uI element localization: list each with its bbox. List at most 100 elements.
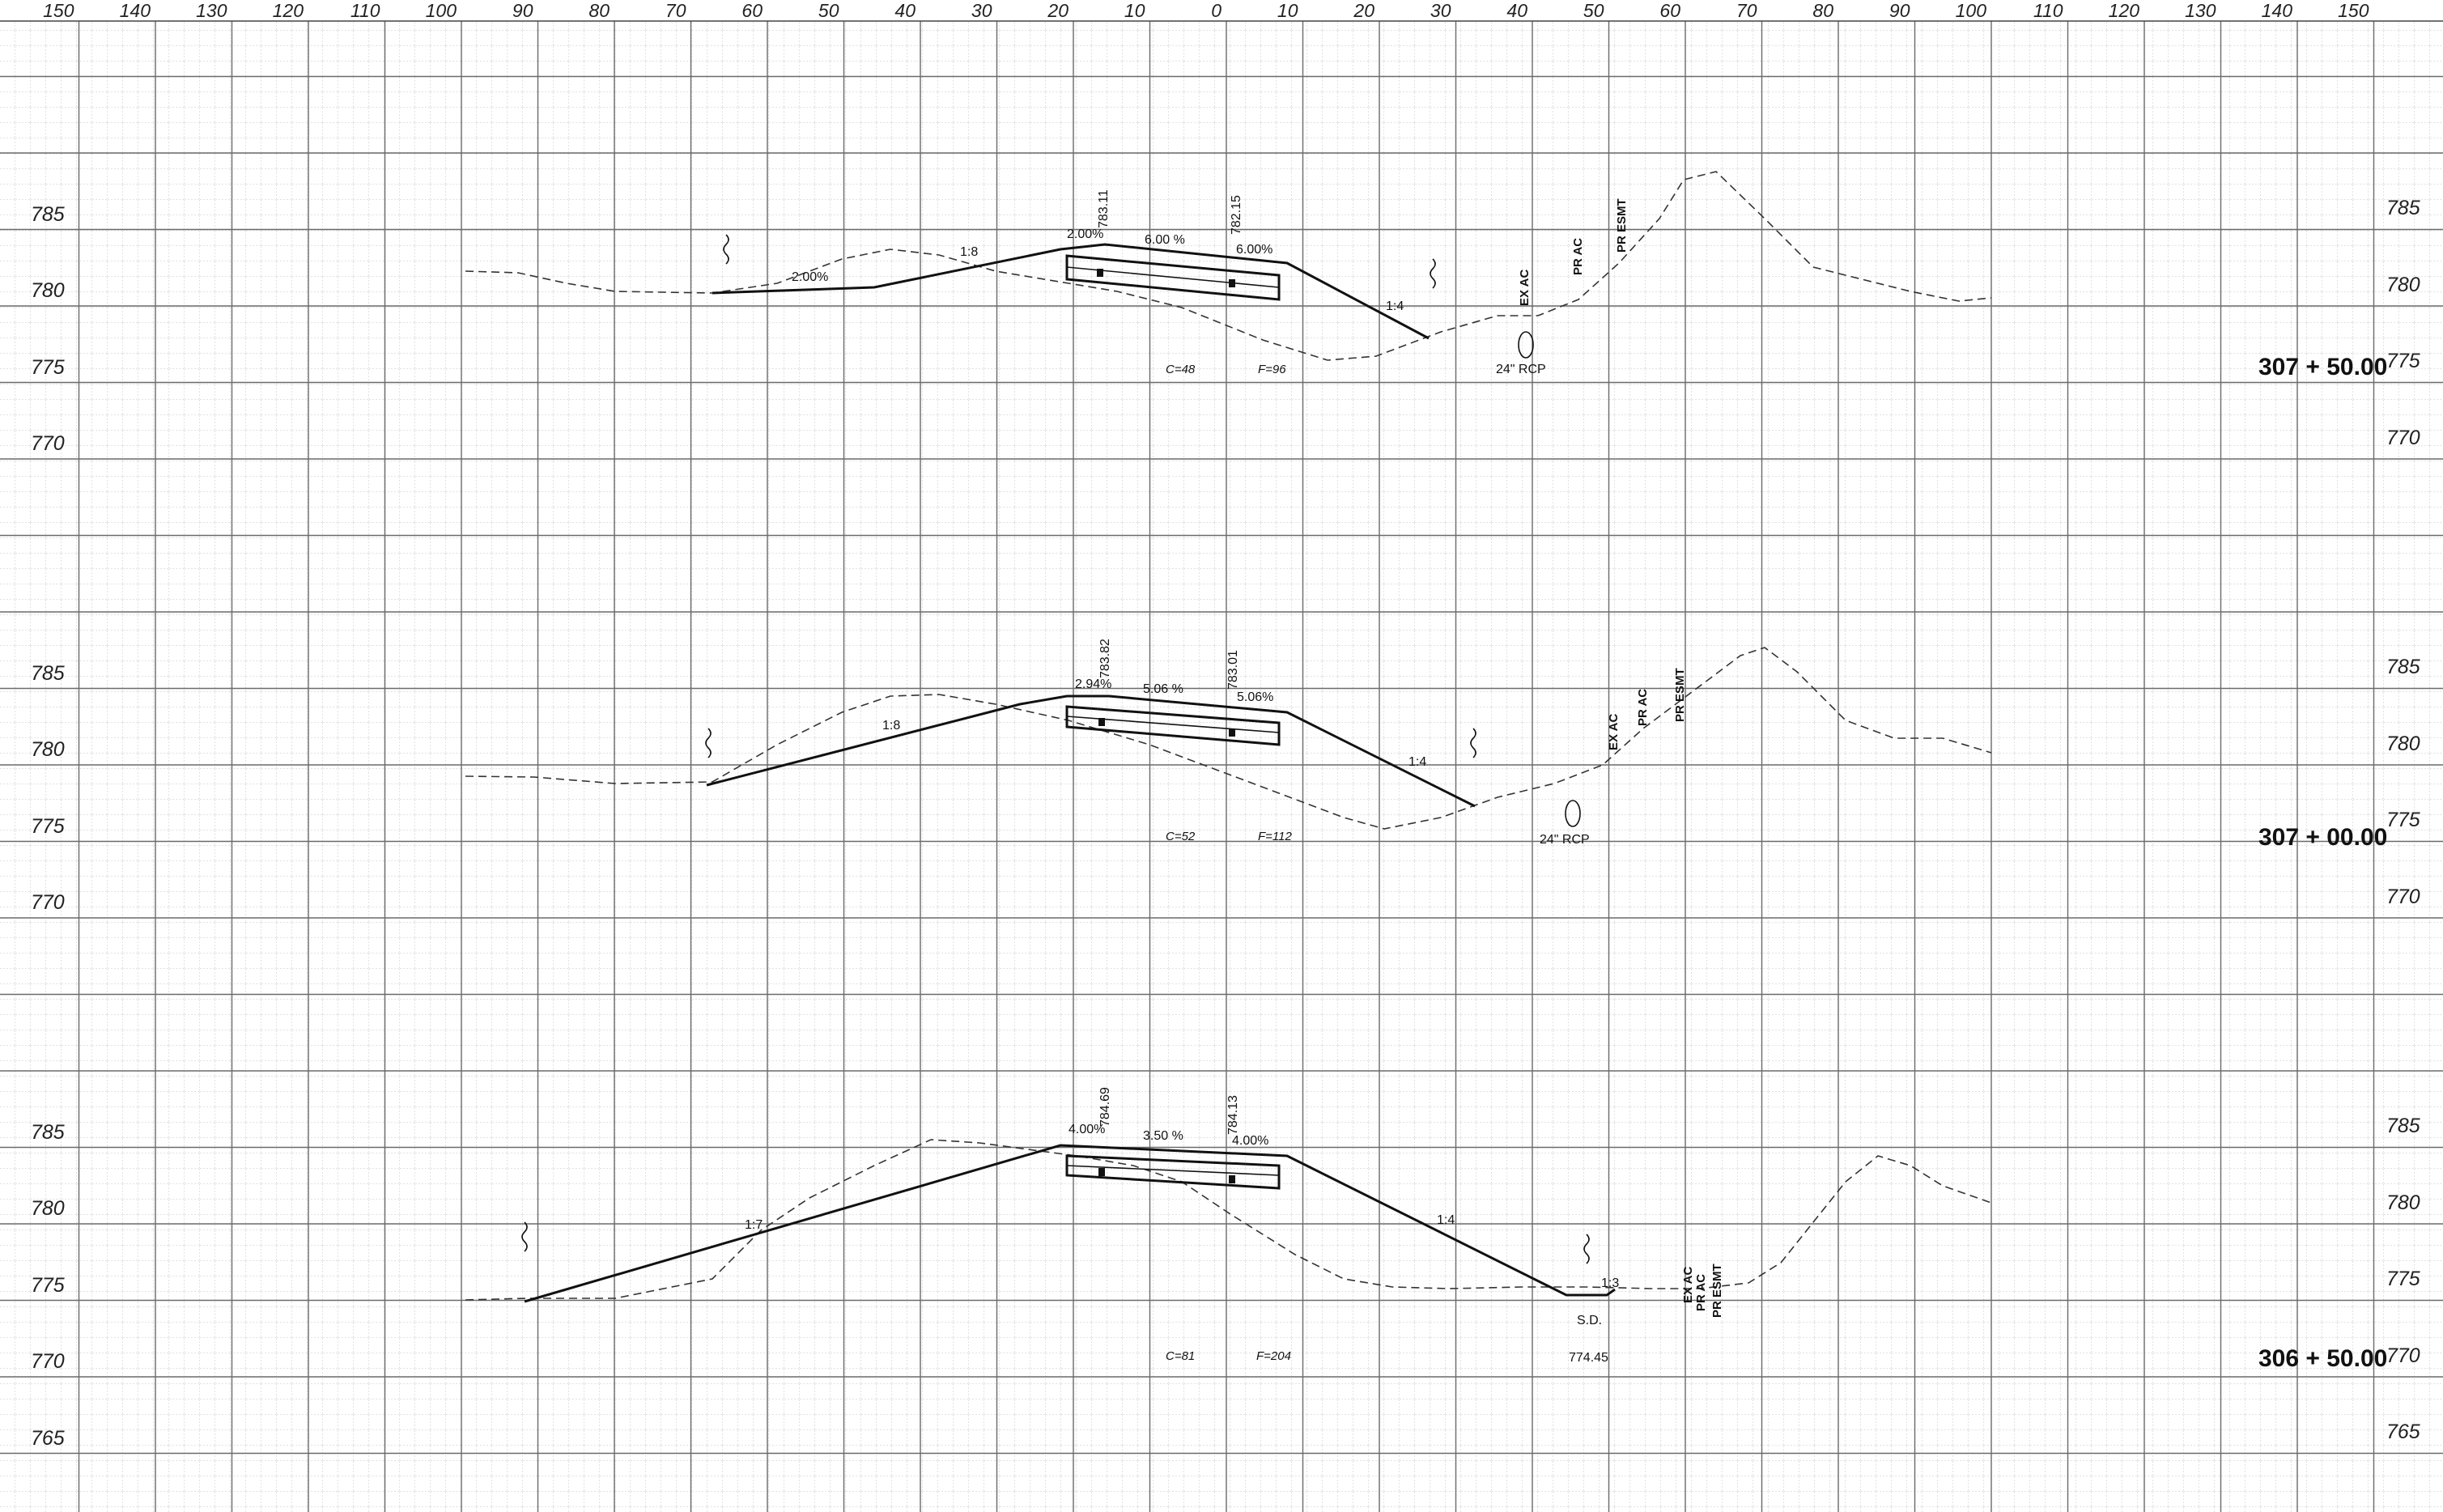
elev-label: 770	[2386, 427, 2420, 449]
elev-label: 775	[31, 815, 65, 838]
slope-label: 2.00%	[792, 270, 828, 284]
elev-label: 785	[2386, 656, 2420, 678]
offset-tick-label: 10	[1277, 0, 1298, 21]
elev-label: 780	[2386, 1191, 2420, 1214]
offset-tick-label: 150	[2338, 0, 2369, 21]
offset-tick-label: 100	[1956, 0, 1987, 21]
marker	[1097, 269, 1103, 277]
offset-tick-label: 50	[1583, 0, 1604, 21]
proposed-section	[524, 1144, 1616, 1303]
offset-scale: 150 140 130 120 110 100 90 80 70 60 50 40 30 20 10 0 10 2…	[0, 0, 2443, 22]
fill-quantity: F=204	[1256, 1349, 1291, 1363]
station-label: 307 + 00.00	[2258, 824, 2387, 851]
slope-label: 1:3	[1601, 1276, 1619, 1290]
slope-label: 4.00%	[1069, 1123, 1105, 1136]
offset-tick-label: 30	[1430, 0, 1451, 21]
break-icon	[521, 1221, 528, 1252]
scale-band	[0, 0, 2443, 21]
pipe-icon	[1565, 800, 1581, 827]
elev-label: 770	[31, 432, 65, 455]
marker	[1098, 718, 1105, 726]
marker	[1229, 1175, 1235, 1183]
slope-label: 1:4	[1386, 299, 1404, 313]
slope-label: 5.06%	[1237, 690, 1273, 704]
offset-tick-label: 70	[665, 0, 686, 21]
pipe-label: 24" RCP	[1540, 833, 1590, 847]
grade-label: 782.15	[1230, 195, 1243, 235]
offset-tick-label: 120	[2109, 0, 2140, 21]
section-306-50: 785 780 775 770 765 785 780 775 770 765 …	[31, 1087, 2420, 1450]
cut-quantity: C=48	[1166, 363, 1196, 376]
elev-label: 785	[2386, 1115, 2420, 1137]
fill-quantity: F=112	[1258, 830, 1292, 843]
pavement-box	[1065, 1154, 1281, 1190]
slope-label: 5.06 %	[1143, 682, 1183, 696]
offset-tick-label: 80	[1812, 0, 1833, 21]
pr-ac-label: PR AC	[1571, 238, 1585, 275]
offset-tick-label: 0	[1211, 0, 1222, 21]
offset-tick-label: 110	[351, 0, 380, 21]
slope-label: 4.00%	[1232, 1134, 1268, 1148]
slope-label: 2.94%	[1075, 677, 1111, 691]
pr-esmt-label: PR ESMT	[1615, 198, 1629, 253]
offset-tick-label: 40	[1506, 0, 1527, 21]
pipe-icon	[1518, 331, 1534, 359]
elev-label: 770	[2386, 886, 2420, 908]
break-icon	[705, 728, 712, 758]
grade-label: 784.13	[1226, 1095, 1240, 1135]
elev-label: 780	[31, 279, 65, 302]
ex-ac-label: EX AC	[1518, 270, 1532, 306]
offset-tick-label: 90	[1889, 0, 1910, 21]
elev-label: 770	[31, 891, 65, 914]
slope-label: 1:8	[882, 719, 900, 733]
break-icon	[1583, 1234, 1590, 1264]
slope-label: 6.00%	[1236, 243, 1272, 257]
ditch-label: S.D.	[1577, 1314, 1602, 1327]
offset-tick-label: 130	[196, 0, 227, 21]
offset-tick-label: 30	[971, 0, 992, 21]
pavement-box	[1065, 705, 1281, 746]
grade-label: 783.01	[1226, 650, 1240, 690]
offset-tick-label: 60	[1659, 0, 1680, 21]
offset-tick-label: 140	[120, 0, 151, 21]
pr-esmt-label: PR ESMT	[1710, 1264, 1724, 1318]
offset-tick-label: 120	[273, 0, 304, 21]
slope-label: 1:4	[1408, 755, 1426, 769]
slope-label: 1:7	[745, 1218, 763, 1232]
section-307-50: 785 780 775 770 785 780 775 770 307 + 50…	[31, 171, 2420, 455]
elev-label: 785	[31, 662, 65, 685]
elev-label: 765	[31, 1427, 65, 1450]
offset-tick-label: 10	[1124, 0, 1145, 21]
offset-tick-label: 150	[43, 0, 74, 21]
elev-label: 770	[31, 1350, 65, 1373]
pr-esmt-label: PR ESMT	[1673, 668, 1687, 722]
offset-tick-label: 70	[1736, 0, 1757, 21]
elev-label: 780	[2386, 733, 2420, 755]
cut-quantity: C=52	[1166, 830, 1196, 843]
marker	[1229, 728, 1235, 737]
marker	[1098, 1168, 1105, 1176]
offset-tick-label: 90	[512, 0, 533, 21]
elev-label: 785	[2386, 197, 2420, 219]
offset-tick-label: 40	[894, 0, 916, 21]
existing-ground	[465, 171, 1992, 361]
existing-ground	[465, 647, 1992, 830]
offset-tick-label: 20	[1353, 0, 1374, 21]
break-icon	[723, 234, 729, 265]
grade-label: 783.82	[1098, 639, 1112, 678]
offset-tick-label: 140	[2262, 0, 2293, 21]
slope-label: 6.00 %	[1145, 233, 1185, 247]
grade-label: 784.69	[1098, 1087, 1112, 1127]
fill-quantity: F=96	[1258, 363, 1286, 376]
elev-label: 780	[31, 1197, 65, 1220]
elev-label: 775	[31, 1274, 65, 1297]
proposed-section	[706, 694, 1476, 808]
elev-label: 780	[31, 738, 65, 761]
subgrade-line	[1066, 1165, 1280, 1176]
elev-label: 765	[2386, 1421, 2420, 1443]
elev-label: 770	[2386, 1344, 2420, 1367]
existing-ground	[465, 1139, 1992, 1301]
elev-label: 780	[2386, 274, 2420, 296]
